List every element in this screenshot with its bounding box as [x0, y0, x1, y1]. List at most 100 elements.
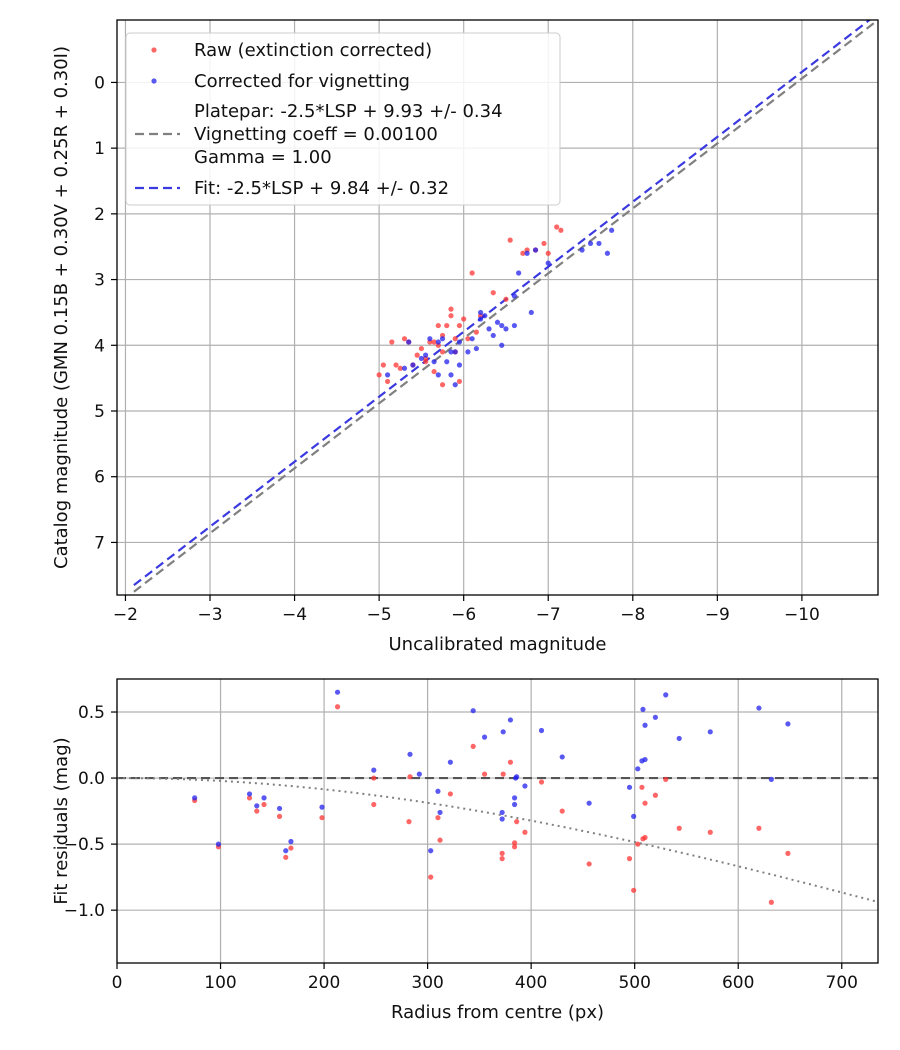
bottom-corrected-point [626, 784, 633, 790]
bottom-corrected-point [371, 767, 377, 773]
bottom-raw-point [447, 791, 453, 797]
bottom-corrected-point [215, 841, 222, 847]
bottom-raw-point [586, 861, 592, 867]
bottom-x-tick-label: 0 [112, 973, 123, 993]
top-corrected-point [452, 349, 458, 355]
bottom-corrected-point [481, 734, 488, 740]
bottom-x-tick-label: 200 [308, 973, 340, 993]
top-corrected-point [511, 322, 518, 329]
bottom-corrected-point [538, 727, 545, 734]
bottom-raw-point [756, 825, 762, 831]
top-corrected-point [456, 339, 463, 345]
top-corrected-point [604, 250, 611, 256]
top-raw-point [554, 224, 560, 230]
bottom-raw-point [522, 829, 528, 835]
top-raw-point [473, 329, 479, 335]
top-y-tick-label: 7 [94, 533, 105, 553]
bottom-raw-point [507, 759, 514, 765]
legend-corrected-label: Corrected for vignetting [194, 71, 410, 92]
legend-vignetting-label: Vignetting coeff = 0.00100 [194, 124, 438, 145]
top-corrected-point [528, 309, 534, 316]
top-raw-point [439, 382, 446, 388]
bottom-corrected-point [631, 813, 637, 819]
top-corrected-point [384, 372, 391, 378]
bottom-raw-point [538, 779, 545, 785]
top-platepar-line [133, 20, 878, 593]
top-raw-point [448, 306, 454, 312]
top-x-tick-label: −9 [705, 605, 730, 625]
top-raw-point [393, 362, 399, 368]
bottom-raw-point [652, 792, 658, 798]
bottom-raw-point [276, 813, 283, 819]
top-axis-ticks: −2 −3 −4 −5 −6 −7 −8 −9 −10 0 1 2 3 4 5 6 7 [94, 73, 820, 625]
bottom-raw-point [246, 795, 253, 801]
bottom-raw-point [283, 854, 289, 860]
bottom-raw-point [428, 874, 434, 880]
top-corrected-point [423, 352, 429, 358]
top-corrected-point [477, 309, 484, 316]
bottom-corrected-point [261, 795, 267, 801]
bottom-raw-point [511, 840, 518, 846]
top-x-axis-label: Uncalibrated magnitude [388, 634, 606, 655]
top-corrected-point [465, 349, 471, 355]
bottom-raw-point [511, 844, 518, 850]
bottom-y-tick-label: 0.0 [78, 769, 105, 789]
bottom-raw-point [254, 808, 260, 814]
top-corrected-point [596, 240, 602, 247]
bottom-corrected-point [676, 735, 682, 742]
bottom-gridlines [116, 679, 878, 963]
bottom-raw-point [406, 819, 412, 825]
bottom-corrected-point [640, 706, 646, 712]
bottom-corrected-point [635, 766, 641, 772]
top-chart: −2 −3 −4 −5 −6 −7 −8 −9 −10 0 1 2 3 4 5 6 7 Uncalibrated… [51, 19, 879, 655]
top-corrected-point [545, 260, 551, 266]
bottom-raw-point [559, 808, 565, 814]
bottom-corrected-point [192, 795, 198, 801]
bottom-corrected-point [334, 689, 341, 695]
top-raw-point [431, 368, 437, 375]
legend-gamma-label: Gamma = 1.00 [194, 147, 332, 168]
top-corrected-point [499, 342, 505, 348]
top-raw-point [384, 378, 391, 385]
top-raw-point [435, 322, 441, 329]
top-y-tick-label: 6 [94, 468, 105, 488]
top-corrected-point [435, 372, 441, 378]
top-corrected-point [516, 270, 522, 276]
top-x-tick-label: −7 [536, 605, 561, 625]
top-corrected-point [439, 336, 446, 342]
bottom-corrected-point [785, 721, 791, 727]
legend-raw-marker [151, 47, 157, 53]
bottom-y-tick-label: 0.5 [78, 703, 105, 723]
bottom-corrected-point [447, 759, 453, 765]
bottom-raw-point [626, 856, 633, 862]
top-corrected-point [427, 336, 433, 342]
top-raw-point [456, 378, 463, 385]
bottom-raw-point [631, 887, 637, 893]
bottom-raw-point [437, 837, 443, 843]
top-x-tick-label: −3 [197, 605, 222, 625]
bottom-raw-point [435, 815, 441, 821]
legend-fit-label: Fit: -2.5*LSP + 9.84 +/- 0.32 [194, 178, 449, 199]
top-y-tick-label: 4 [94, 336, 105, 356]
bottom-raw-point [639, 784, 645, 790]
top-raw-point [469, 270, 475, 276]
bottom-raw-point [261, 801, 267, 808]
bottom-corrected-point [756, 705, 762, 711]
bottom-corrected-point [768, 776, 774, 782]
top-corrected-point [532, 247, 539, 253]
bottom-raw-point [371, 775, 377, 781]
top-corrected-point [609, 227, 615, 233]
bottom-x-tick-label: 100 [204, 973, 236, 993]
bottom-raw-point [499, 850, 505, 856]
top-raw-point [414, 352, 420, 358]
bottom-corrected-point [319, 804, 325, 810]
bottom-corrected-point [499, 816, 505, 822]
top-corrected-point [490, 332, 496, 339]
top-corrected-point [579, 247, 585, 253]
top-y-tick-label: 3 [94, 271, 105, 291]
top-corrected-point [401, 365, 408, 371]
bottom-plot-frame [116, 678, 879, 964]
bottom-raw-point [319, 815, 325, 821]
bottom-y-tick-label: −0.5 [64, 835, 105, 855]
